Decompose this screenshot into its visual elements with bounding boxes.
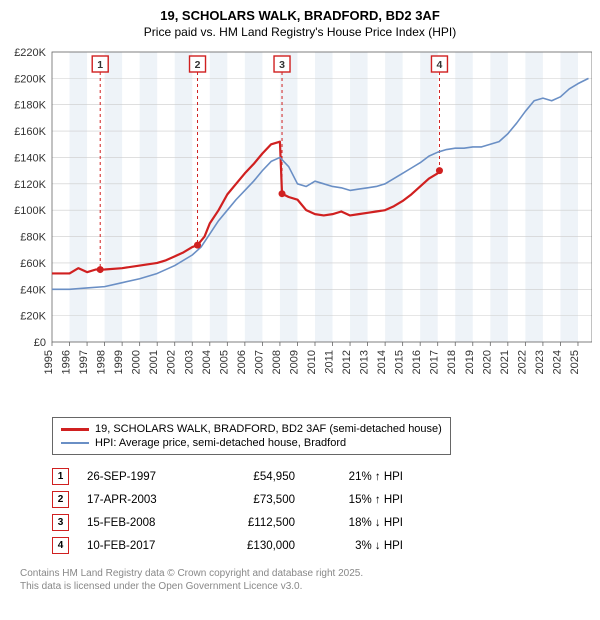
legend-label: HPI: Average price, semi-detached house,… [95, 437, 346, 449]
svg-text:£120K: £120K [14, 179, 46, 191]
svg-text:1998: 1998 [96, 350, 108, 374]
page-subtitle: Price paid vs. HM Land Registry's House … [10, 25, 590, 41]
svg-text:2010: 2010 [306, 350, 318, 374]
svg-text:£40K: £40K [20, 285, 46, 297]
svg-text:2025: 2025 [569, 350, 581, 374]
sale-marker: 2 [52, 491, 69, 508]
svg-text:2: 2 [195, 59, 201, 71]
svg-text:£140K: £140K [14, 153, 46, 165]
svg-text:£60K: £60K [20, 258, 46, 270]
svg-text:2002: 2002 [166, 350, 178, 374]
sale-price: £130,000 [215, 540, 295, 552]
sale-price: £112,500 [215, 517, 295, 529]
svg-text:2008: 2008 [271, 350, 283, 374]
svg-text:2024: 2024 [551, 350, 563, 374]
table-row: 4 10-FEB-2017 £130,000 3% ↓ HPI [52, 534, 590, 557]
sale-price: £73,500 [215, 494, 295, 506]
legend-label: 19, SCHOLARS WALK, BRADFORD, BD2 3AF (se… [95, 423, 442, 435]
sale-marker: 1 [52, 468, 69, 485]
svg-text:2009: 2009 [288, 350, 300, 374]
svg-text:2001: 2001 [148, 350, 160, 374]
svg-text:2022: 2022 [516, 350, 528, 374]
sale-marker: 3 [52, 514, 69, 531]
svg-text:2016: 2016 [411, 350, 423, 374]
legend-swatch [61, 442, 89, 444]
svg-text:2021: 2021 [499, 350, 511, 374]
svg-text:£20K: £20K [20, 311, 46, 323]
svg-text:2005: 2005 [218, 350, 230, 374]
svg-text:2012: 2012 [341, 350, 353, 374]
footer-line: Contains HM Land Registry data © Crown c… [20, 567, 590, 580]
sale-marker: 4 [52, 537, 69, 554]
svg-text:4: 4 [437, 59, 443, 71]
svg-text:£220K: £220K [14, 47, 46, 59]
svg-text:3: 3 [279, 59, 285, 71]
svg-text:1996: 1996 [61, 350, 73, 374]
svg-text:2017: 2017 [429, 350, 441, 374]
svg-text:2011: 2011 [324, 350, 336, 374]
sale-date: 17-APR-2003 [87, 494, 197, 506]
legend-item: 19, SCHOLARS WALK, BRADFORD, BD2 3AF (se… [61, 422, 442, 436]
svg-text:£180K: £180K [14, 100, 46, 112]
sale-price: £54,950 [215, 471, 295, 483]
svg-text:£160K: £160K [14, 127, 46, 139]
svg-text:2014: 2014 [376, 350, 388, 374]
sales-table: 1 26-SEP-1997 £54,950 21% ↑ HPI 2 17-APR-2003… [52, 465, 590, 557]
svg-text:£0: £0 [34, 337, 46, 349]
svg-text:2018: 2018 [446, 350, 458, 374]
legend: 19, SCHOLARS WALK, BRADFORD, BD2 3AF (se… [52, 417, 451, 455]
svg-text:1995: 1995 [43, 350, 55, 374]
svg-text:2019: 2019 [464, 350, 476, 374]
svg-text:2000: 2000 [131, 350, 143, 374]
footer-line: This data is licensed under the Open Gov… [20, 580, 590, 593]
sale-date: 26-SEP-1997 [87, 471, 197, 483]
svg-text:2004: 2004 [201, 350, 213, 374]
sale-pct: 18% ↓ HPI [313, 517, 403, 529]
svg-text:2023: 2023 [534, 350, 546, 374]
svg-text:1999: 1999 [113, 350, 125, 374]
table-row: 2 17-APR-2003 £73,500 15% ↑ HPI [52, 488, 590, 511]
table-row: 1 26-SEP-1997 £54,950 21% ↑ HPI [52, 465, 590, 488]
sale-date: 10-FEB-2017 [87, 540, 197, 552]
svg-text:2015: 2015 [394, 350, 406, 374]
sale-pct: 15% ↑ HPI [313, 494, 403, 506]
svg-text:2020: 2020 [481, 350, 493, 374]
sale-date: 15-FEB-2008 [87, 517, 197, 529]
sale-pct: 3% ↓ HPI [313, 540, 403, 552]
svg-text:1997: 1997 [78, 350, 90, 374]
svg-text:2013: 2013 [359, 350, 371, 374]
footer-attribution: Contains HM Land Registry data © Crown c… [20, 567, 590, 593]
svg-text:£200K: £200K [14, 74, 46, 86]
table-row: 3 15-FEB-2008 £112,500 18% ↓ HPI [52, 511, 590, 534]
svg-text:£80K: £80K [20, 232, 46, 244]
svg-text:£100K: £100K [14, 206, 46, 218]
price-chart: £0 £20K £40K £60K £80K £100K £120K £140K £160K £1… [10, 46, 590, 409]
legend-item: HPI: Average price, semi-detached house,… [61, 436, 442, 450]
svg-text:2007: 2007 [253, 350, 265, 374]
page-title: 19, SCHOLARS WALK, BRADFORD, BD2 3AF [10, 8, 590, 25]
svg-text:2003: 2003 [183, 350, 195, 374]
sale-pct: 21% ↑ HPI [313, 471, 403, 483]
svg-text:1: 1 [97, 59, 103, 71]
chart-svg: £0 £20K £40K £60K £80K £100K £120K £140K £160K £1… [10, 46, 592, 404]
svg-text:2006: 2006 [236, 350, 248, 374]
legend-swatch [61, 428, 89, 431]
